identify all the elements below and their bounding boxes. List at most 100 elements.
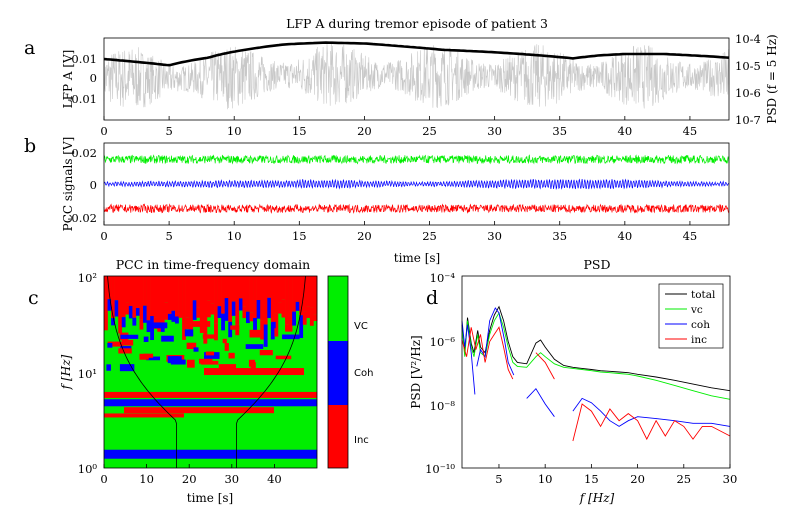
- panel-a-xtick-label: 40: [618, 124, 633, 138]
- panel-a-ytick: 0: [90, 71, 97, 85]
- panel-d-xtick-label: 30: [723, 472, 738, 486]
- colorbar-label-inc: Inc: [354, 435, 369, 446]
- heatmap-inc-cell: [150, 276, 154, 317]
- heatmap-mixed-cell: [285, 324, 289, 332]
- heatmap-patch: [271, 321, 276, 329]
- panel-c-ytick: 10⁰: [78, 462, 98, 476]
- heatmap-inc-cell: [139, 276, 144, 320]
- panel-a-axes: [103, 37, 730, 121]
- heatmap-patch: [282, 334, 300, 340]
- panel-c-xtick-label: 40: [267, 472, 282, 486]
- heatmap-inc-cell: [295, 276, 300, 302]
- heatmap-inc-cell: [107, 276, 112, 300]
- heatmap-inc-cell: [199, 276, 204, 323]
- heatmap-mixed-cell: [299, 315, 304, 339]
- heatmap-coh-band: [104, 449, 317, 459]
- heatmap-coh-band: [104, 399, 317, 407]
- heatmap-mixed-cell: [182, 317, 186, 340]
- heatmap-inc-cell: [242, 276, 247, 307]
- heatmap-patch: [218, 364, 237, 371]
- panel-d-ytick: 10⁻⁴: [430, 271, 456, 285]
- panel-d-plot: [461, 305, 731, 442]
- heatmap-mixed-cell: [263, 324, 268, 347]
- panel-a-xtick-label: 25: [422, 124, 437, 138]
- panel-d-xtick-label: 10: [538, 472, 553, 486]
- heatmap-patch: [118, 348, 132, 354]
- heatmap-inc-cell: [217, 276, 222, 307]
- heatmap-inc-band: [104, 413, 184, 418]
- heatmap-mixed-cell: [143, 305, 147, 323]
- panel-c-xtick-label: 20: [182, 472, 197, 486]
- panel-c-xlabel: time [s]: [187, 491, 233, 505]
- heatmap-inc-cell: [104, 276, 108, 314]
- heatmap-patch: [250, 361, 256, 369]
- colorbar-vc-swatch: [328, 276, 348, 341]
- heatmap-inc-cell: [185, 276, 190, 318]
- heatmap-patch: [202, 334, 218, 339]
- panel-b-ytick: 0.02: [71, 146, 97, 160]
- heatmap-mixed-cell: [210, 303, 215, 315]
- heatmap-mixed-cell: [146, 320, 151, 333]
- panel-d-axes: [461, 275, 731, 469]
- heatmap-patch: [192, 321, 211, 327]
- pcc-coh-trace: [103, 178, 730, 190]
- heatmap-patch: [275, 355, 292, 360]
- panel-c-heatmap: [104, 275, 318, 468]
- heatmap-mixed-cell: [192, 300, 197, 320]
- heatmap-patch: [222, 338, 227, 344]
- panel-d-letter: d: [426, 287, 438, 309]
- heatmap-mixed-cell: [185, 317, 190, 330]
- heatmap-inc-cell: [114, 276, 119, 301]
- panel-c-ytick: 10¹: [78, 367, 97, 381]
- heatmap-patch: [224, 343, 229, 351]
- panel-c-ylabel: f [Hz]: [59, 354, 73, 390]
- heatmap-inc-cell: [249, 276, 254, 313]
- heatmap-mixed-cell: [121, 317, 126, 328]
- panel-a-xtick-label: 5: [165, 124, 172, 138]
- heatmap-inc-cell: [182, 276, 186, 318]
- heatmap-mixed-cell: [246, 311, 250, 324]
- heatmap-mixed-cell: [292, 311, 296, 326]
- pcc-inc-trace: [103, 203, 730, 214]
- heatmap-mixed-cell: [203, 322, 208, 344]
- heatmap-inc-cell: [146, 276, 151, 321]
- panel-c-title: PCC in time-frequency domain: [116, 257, 310, 272]
- heatmap-patch: [230, 325, 240, 330]
- panel-d-xlabel: f [Hz]: [579, 491, 615, 505]
- panel-a-xtick-label: 15: [292, 124, 307, 138]
- heatmap-inc-cell: [189, 276, 194, 324]
- panel-a-letter: a: [24, 37, 35, 59]
- panel-a-xtick-label: 45: [683, 124, 698, 138]
- heatmap-patch: [161, 335, 174, 342]
- heatmap-patch: [121, 339, 134, 346]
- psd-inc-line: [572, 403, 731, 442]
- heatmap-mixed-cell: [228, 321, 233, 338]
- heatmap-inc-cell: [238, 276, 243, 299]
- heatmap-inc-cell: [221, 276, 225, 314]
- panel-a-xtick-label: 30: [487, 124, 502, 138]
- heatmap-inc-cell: [253, 276, 257, 319]
- heatmap-mixed-cell: [206, 300, 211, 318]
- cone-of-influence-left: [107, 275, 177, 468]
- heatmap-mixed-cell: [260, 320, 265, 340]
- psd-coh-line: [476, 307, 515, 376]
- heatmap-inc-cell: [260, 276, 265, 321]
- heatmap-inc-cell: [267, 276, 272, 298]
- psd-inc-line: [535, 352, 555, 380]
- heatmap-mixed-cell: [224, 298, 229, 321]
- heatmap-mixed-cell: [295, 301, 300, 311]
- heatmap-inc-cell: [118, 276, 123, 325]
- heatmap-mixed-cell: [104, 313, 108, 331]
- heatmap-inc-cell: [306, 276, 311, 307]
- heatmap-patch: [170, 359, 186, 365]
- panel-b-ylabel: PCC signals [V]: [61, 137, 75, 232]
- heatmap-inc-cell: [111, 276, 115, 319]
- heatmap-inc-cell: [214, 276, 218, 324]
- heatmap-mixed-cell: [277, 302, 282, 314]
- heatmap-inc-cell: [125, 276, 130, 303]
- heatmap-inc-cell: [171, 276, 176, 311]
- panel-c-xtick-label: 30: [224, 472, 239, 486]
- heatmap-mixed-cell: [249, 312, 254, 322]
- legend-label-inc: inc: [691, 334, 707, 346]
- heatmap-inc-cell: [285, 276, 289, 325]
